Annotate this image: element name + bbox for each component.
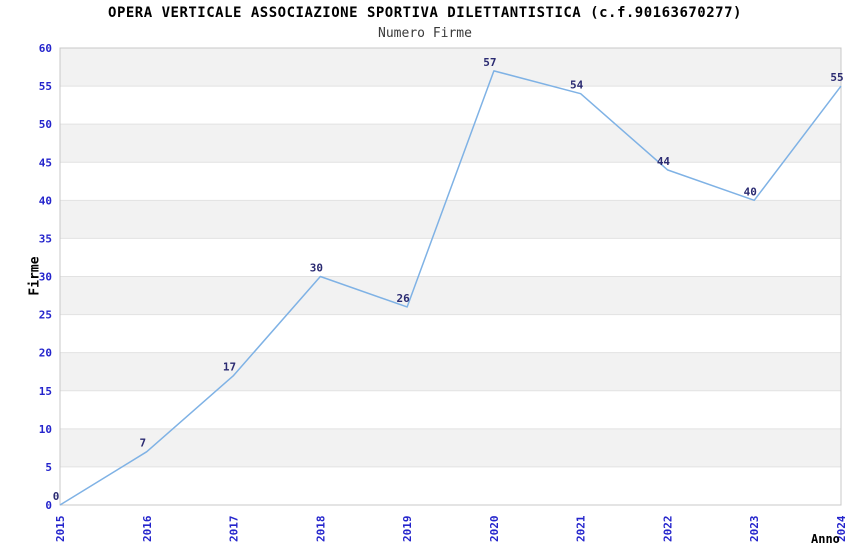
x-tick-label: 2020 bbox=[488, 516, 501, 543]
y-axis-title: Firme bbox=[27, 256, 43, 296]
y-tick-label: 55 bbox=[39, 80, 52, 93]
point-label: 0 bbox=[53, 490, 60, 503]
x-tick-label: 2024 bbox=[835, 515, 848, 542]
y-tick-label: 45 bbox=[39, 156, 52, 169]
plot-band bbox=[60, 352, 841, 391]
x-tick-label: 2017 bbox=[228, 516, 241, 543]
y-tick-label: 25 bbox=[39, 309, 52, 322]
y-tick-label: 20 bbox=[39, 347, 52, 360]
series-line bbox=[59, 70, 842, 506]
x-tick-label: 2021 bbox=[575, 515, 588, 542]
point-label: 17 bbox=[223, 361, 236, 374]
plot-band bbox=[60, 428, 841, 467]
x-tick-label: 2022 bbox=[661, 516, 674, 543]
x-tick-label: 2018 bbox=[314, 516, 327, 543]
x-tick-label: 2019 bbox=[401, 516, 414, 543]
y-tick-label: 0 bbox=[45, 499, 52, 512]
plot-band bbox=[60, 276, 841, 315]
plot-border bbox=[59, 47, 842, 506]
point-label: 30 bbox=[310, 262, 323, 275]
x-tick-label: 2016 bbox=[141, 515, 154, 542]
point-label: 7 bbox=[139, 437, 146, 450]
point-label: 55 bbox=[830, 71, 843, 84]
x-axis-title: Anno bbox=[811, 532, 840, 546]
point-label: 40 bbox=[744, 185, 757, 198]
y-tick-label: 40 bbox=[39, 194, 52, 207]
point-label: 54 bbox=[570, 79, 584, 92]
chart-subtitle: Numero Firme bbox=[378, 26, 472, 41]
y-tick-label: 5 bbox=[45, 461, 52, 474]
y-tick-label: 10 bbox=[39, 423, 52, 436]
point-label: 26 bbox=[396, 292, 410, 305]
y-tick-label: 60 bbox=[39, 42, 52, 55]
point-label: 57 bbox=[483, 56, 496, 69]
plot-band bbox=[60, 48, 841, 87]
x-tick-label: 2015 bbox=[54, 516, 67, 543]
y-tick-label: 15 bbox=[39, 385, 52, 398]
y-tick-label: 30 bbox=[39, 271, 52, 284]
point-label: 44 bbox=[657, 155, 671, 168]
plot-band bbox=[60, 124, 841, 163]
y-tick-label: 50 bbox=[39, 118, 52, 131]
y-tick-label: 35 bbox=[39, 232, 52, 245]
chart-title: OPERA VERTICALE ASSOCIAZIONE SPORTIVA DI… bbox=[108, 5, 742, 21]
plot-band bbox=[60, 200, 841, 239]
x-tick-label: 2023 bbox=[748, 516, 761, 543]
